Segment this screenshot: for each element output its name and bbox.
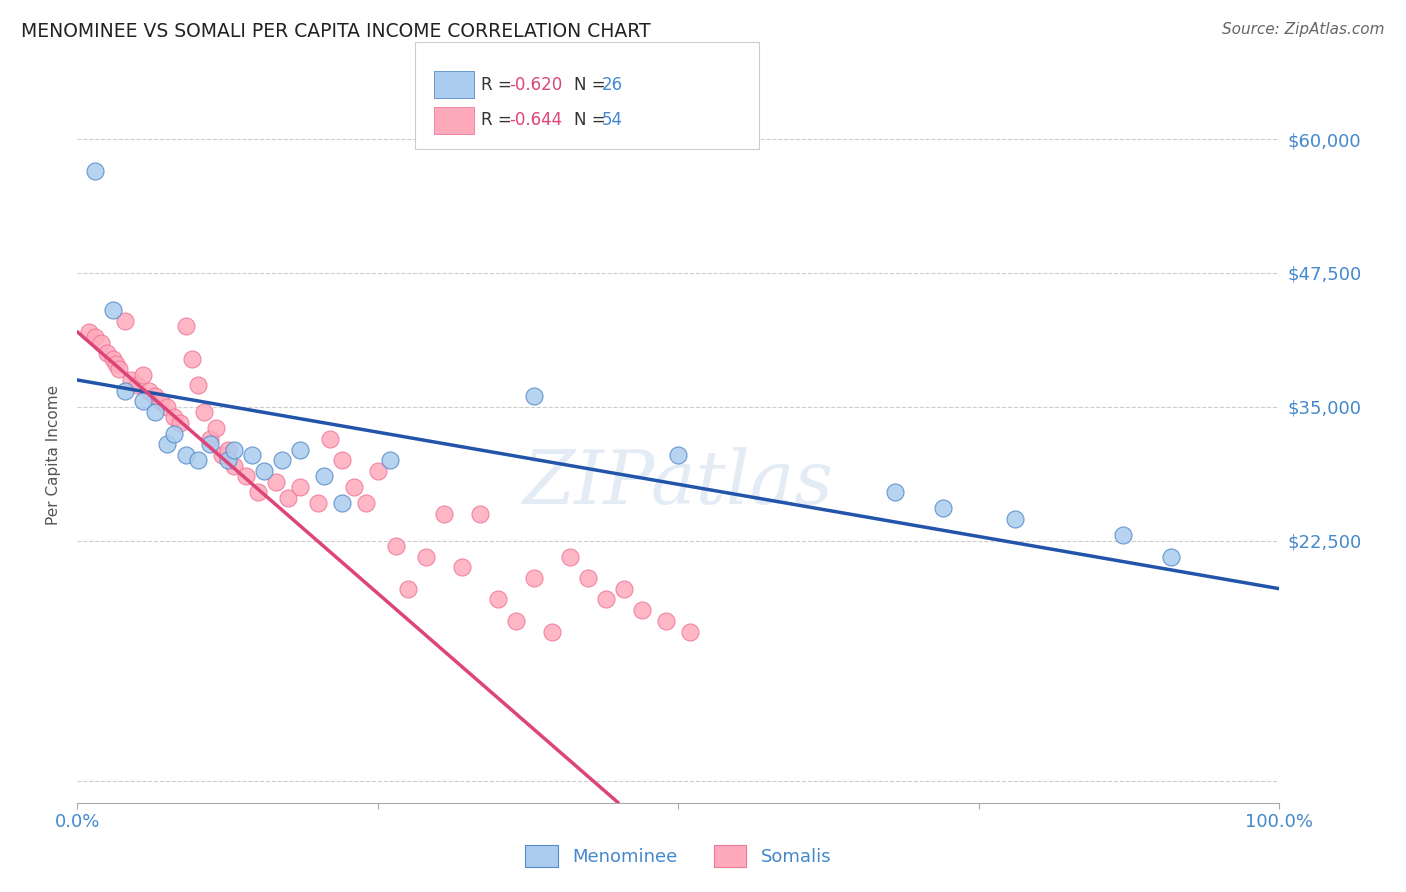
Point bbox=[330, 453, 353, 467]
Point bbox=[655, 614, 678, 628]
Point bbox=[288, 442, 311, 457]
Point bbox=[198, 432, 221, 446]
Text: 26: 26 bbox=[602, 76, 623, 94]
Point bbox=[679, 624, 702, 639]
Point bbox=[378, 453, 401, 467]
Point bbox=[222, 458, 245, 473]
Point bbox=[169, 416, 191, 430]
Point bbox=[156, 437, 179, 451]
Text: R =: R = bbox=[481, 76, 517, 94]
Point bbox=[576, 571, 599, 585]
Point bbox=[180, 351, 202, 366]
Point bbox=[162, 426, 184, 441]
Point bbox=[451, 560, 474, 574]
Point bbox=[84, 164, 107, 178]
Point bbox=[932, 501, 955, 516]
Point bbox=[523, 571, 546, 585]
Point bbox=[114, 384, 136, 398]
Point bbox=[156, 400, 179, 414]
Point bbox=[114, 314, 136, 328]
Point bbox=[222, 442, 245, 457]
Text: N =: N = bbox=[574, 76, 610, 94]
Text: N =: N = bbox=[574, 112, 610, 129]
Point bbox=[145, 405, 167, 419]
Point bbox=[468, 507, 491, 521]
Point bbox=[120, 373, 142, 387]
Point bbox=[132, 394, 155, 409]
Point bbox=[96, 346, 118, 360]
Point bbox=[319, 432, 342, 446]
Point bbox=[217, 453, 239, 467]
Point bbox=[270, 453, 292, 467]
Point bbox=[104, 357, 127, 371]
Point bbox=[523, 389, 546, 403]
Point bbox=[127, 378, 149, 392]
Point bbox=[354, 496, 377, 510]
Text: -0.620: -0.620 bbox=[509, 76, 562, 94]
Point bbox=[253, 464, 276, 478]
Point bbox=[505, 614, 527, 628]
Point bbox=[103, 303, 125, 318]
Point bbox=[1112, 528, 1135, 542]
Point bbox=[277, 491, 299, 505]
Point bbox=[433, 507, 456, 521]
Point bbox=[486, 592, 509, 607]
Point bbox=[631, 603, 654, 617]
Point bbox=[246, 485, 269, 500]
Point bbox=[367, 464, 389, 478]
Text: ZIPatlas: ZIPatlas bbox=[523, 447, 834, 519]
Text: -0.644: -0.644 bbox=[509, 112, 562, 129]
Point bbox=[415, 549, 437, 564]
Text: R =: R = bbox=[481, 112, 517, 129]
Point bbox=[162, 410, 184, 425]
Point bbox=[90, 335, 112, 350]
Point bbox=[138, 384, 160, 398]
Point bbox=[307, 496, 329, 510]
Point bbox=[187, 378, 209, 392]
Point bbox=[330, 496, 353, 510]
Point bbox=[84, 330, 107, 344]
Text: 54: 54 bbox=[602, 112, 623, 129]
Point bbox=[288, 480, 311, 494]
Point bbox=[193, 405, 215, 419]
Text: MENOMINEE VS SOMALI PER CAPITA INCOME CORRELATION CHART: MENOMINEE VS SOMALI PER CAPITA INCOME CO… bbox=[21, 22, 651, 41]
Point bbox=[1160, 549, 1182, 564]
Point bbox=[211, 448, 233, 462]
Point bbox=[132, 368, 155, 382]
Point bbox=[560, 549, 582, 564]
Point bbox=[198, 437, 221, 451]
Point bbox=[396, 582, 419, 596]
Point bbox=[240, 448, 263, 462]
Text: Source: ZipAtlas.com: Source: ZipAtlas.com bbox=[1222, 22, 1385, 37]
Point bbox=[103, 351, 125, 366]
Point bbox=[204, 421, 226, 435]
Point bbox=[217, 442, 239, 457]
Point bbox=[343, 480, 366, 494]
Point bbox=[595, 592, 617, 607]
Point bbox=[174, 319, 197, 334]
Point bbox=[1004, 512, 1026, 526]
Point bbox=[145, 389, 167, 403]
Y-axis label: Per Capita Income: Per Capita Income bbox=[46, 384, 62, 525]
Point bbox=[264, 475, 287, 489]
Point bbox=[187, 453, 209, 467]
Point bbox=[108, 362, 131, 376]
Point bbox=[613, 582, 636, 596]
Point bbox=[174, 448, 197, 462]
Point bbox=[541, 624, 564, 639]
Point bbox=[150, 394, 173, 409]
Point bbox=[312, 469, 335, 483]
Point bbox=[668, 448, 690, 462]
Point bbox=[79, 325, 101, 339]
Legend: Menominee, Somalis: Menominee, Somalis bbox=[519, 838, 838, 874]
Point bbox=[385, 539, 408, 553]
Point bbox=[235, 469, 257, 483]
Point bbox=[883, 485, 905, 500]
